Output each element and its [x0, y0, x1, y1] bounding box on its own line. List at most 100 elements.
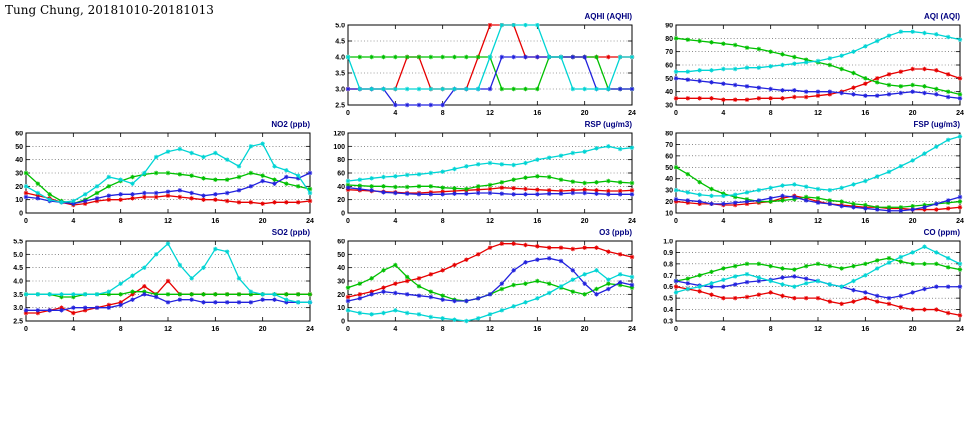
svg-text:50: 50 [337, 252, 345, 259]
svg-text:12: 12 [814, 110, 822, 117]
svg-text:4: 4 [393, 110, 397, 117]
chart-o3: O3 (ppb) 0 10 20 30 40 50 60 0 4 8 12 16 20 24 [322, 226, 638, 336]
svg-text:0: 0 [341, 319, 345, 326]
chart-title-rsp: RSP (ug/m3) [584, 120, 632, 129]
svg-text:4: 4 [393, 218, 397, 225]
svg-text:100: 100 [333, 144, 345, 151]
svg-text:1.0: 1.0 [663, 239, 673, 246]
chart-plot-o3: 0 10 20 30 40 50 60 0 4 8 12 16 20 24 [337, 239, 636, 333]
svg-text:0: 0 [24, 326, 28, 333]
svg-text:0: 0 [674, 326, 678, 333]
svg-text:70: 70 [665, 142, 673, 149]
svg-text:20: 20 [665, 199, 673, 206]
svg-text:16: 16 [533, 110, 541, 117]
svg-text:16: 16 [861, 326, 869, 333]
svg-text:3.5: 3.5 [13, 292, 23, 299]
svg-text:60: 60 [337, 171, 345, 178]
chart-title-aqi: AQI (AQI) [924, 12, 960, 21]
chart-plot-aqi: 30 40 50 60 70 80 90 0 4 8 12 16 20 24 [665, 23, 964, 117]
svg-text:4.0: 4.0 [335, 55, 345, 62]
svg-text:24: 24 [956, 218, 964, 225]
chart-title-o3: O3 (ppb) [599, 228, 632, 237]
svg-text:2.5: 2.5 [335, 103, 345, 110]
chart-aqhi: AQHI (AQHI) 2.5 3.0 3.5 4.0 4.5 5.0 0 4 8 12 16 20 2… [322, 10, 638, 120]
chart-title-aqhi: AQHI (AQHI) [584, 12, 632, 21]
svg-text:2.5: 2.5 [13, 319, 23, 326]
svg-text:0.9: 0.9 [663, 250, 673, 257]
svg-text:20: 20 [581, 218, 589, 225]
chart-so2: SO2 (ppb) 2.5 3.0 3.5 4.0 4.5 5.0 5.5 0 4 8 12 16 20… [0, 226, 316, 336]
svg-text:4: 4 [393, 326, 397, 333]
svg-text:3.5: 3.5 [335, 71, 345, 78]
svg-text:20: 20 [909, 326, 917, 333]
svg-text:24: 24 [628, 326, 636, 333]
svg-text:0: 0 [346, 326, 350, 333]
svg-text:5.0: 5.0 [335, 23, 345, 30]
svg-text:0: 0 [674, 110, 678, 117]
svg-text:0.6: 0.6 [663, 284, 673, 291]
svg-text:0: 0 [19, 211, 23, 218]
svg-text:8: 8 [441, 218, 445, 225]
svg-text:60: 60 [15, 131, 23, 138]
svg-text:40: 40 [665, 89, 673, 96]
svg-text:20: 20 [259, 218, 267, 225]
chart-fsp: FSP (ug/m3) 10 20 30 40 50 60 70 80 0 4 8 12 16 20 24 [650, 118, 966, 228]
svg-text:30: 30 [15, 171, 23, 178]
svg-text:60: 60 [665, 63, 673, 70]
svg-text:12: 12 [486, 326, 494, 333]
svg-text:4: 4 [721, 218, 725, 225]
chart-plot-aqhi: 2.5 3.0 3.5 4.0 4.5 5.0 0 4 8 12 16 20 24 [335, 23, 636, 117]
svg-text:16: 16 [861, 218, 869, 225]
svg-text:0: 0 [24, 218, 28, 225]
svg-text:24: 24 [306, 218, 314, 225]
svg-text:24: 24 [956, 110, 964, 117]
svg-text:80: 80 [665, 36, 673, 43]
svg-text:20: 20 [581, 326, 589, 333]
svg-text:12: 12 [486, 218, 494, 225]
chart-aqi: AQI (AQI) 30 40 50 60 70 80 90 0 4 8 12 16 20 24 [650, 10, 966, 120]
svg-text:80: 80 [665, 131, 673, 138]
chart-no2: NO2 (ppb) 0 10 20 30 40 50 60 0 4 8 12 16 20 24 [0, 118, 316, 228]
svg-text:3.0: 3.0 [335, 87, 345, 94]
svg-text:4: 4 [71, 218, 75, 225]
svg-text:40: 40 [15, 157, 23, 164]
svg-text:0.5: 0.5 [663, 296, 673, 303]
svg-text:40: 40 [665, 176, 673, 183]
svg-text:10: 10 [15, 197, 23, 204]
svg-text:0.3: 0.3 [663, 319, 673, 326]
svg-text:70: 70 [665, 49, 673, 56]
svg-text:12: 12 [486, 110, 494, 117]
svg-text:4.5: 4.5 [13, 265, 23, 272]
svg-text:20: 20 [581, 110, 589, 117]
chart-title-fsp: FSP (ug/m3) [913, 120, 960, 129]
chart-title-so2: SO2 (ppb) [271, 228, 310, 237]
svg-text:24: 24 [956, 326, 964, 333]
svg-text:5.0: 5.0 [13, 252, 23, 259]
svg-text:50: 50 [665, 76, 673, 83]
svg-text:20: 20 [337, 197, 345, 204]
svg-text:60: 60 [337, 239, 345, 246]
chart-plot-rsp: 0 20 40 60 80 100 120 0 4 8 12 16 20 24 [333, 131, 636, 225]
svg-text:4: 4 [71, 326, 75, 333]
svg-text:8: 8 [769, 326, 773, 333]
svg-text:8: 8 [441, 326, 445, 333]
page-title: Tung Chung, 20181010-20181013 [5, 3, 214, 17]
svg-text:12: 12 [164, 218, 172, 225]
svg-text:8: 8 [441, 110, 445, 117]
svg-text:8: 8 [769, 110, 773, 117]
svg-text:5.5: 5.5 [13, 239, 23, 246]
svg-text:12: 12 [814, 218, 822, 225]
svg-text:24: 24 [628, 110, 636, 117]
svg-text:40: 40 [337, 184, 345, 191]
svg-text:24: 24 [306, 326, 314, 333]
svg-text:90: 90 [665, 23, 673, 30]
svg-text:60: 60 [665, 153, 673, 160]
svg-text:20: 20 [909, 218, 917, 225]
chart-rsp: RSP (ug/m3) 0 20 40 60 80 100 120 0 4 8 12 16 20 24 [322, 118, 638, 228]
chart-title-co: CO (ppm) [923, 228, 960, 237]
svg-text:8: 8 [119, 218, 123, 225]
svg-text:16: 16 [211, 218, 219, 225]
chart-plot-fsp: 10 20 30 40 50 60 70 80 0 4 8 12 16 20 24 [665, 131, 964, 225]
svg-text:30: 30 [665, 188, 673, 195]
svg-text:16: 16 [861, 110, 869, 117]
